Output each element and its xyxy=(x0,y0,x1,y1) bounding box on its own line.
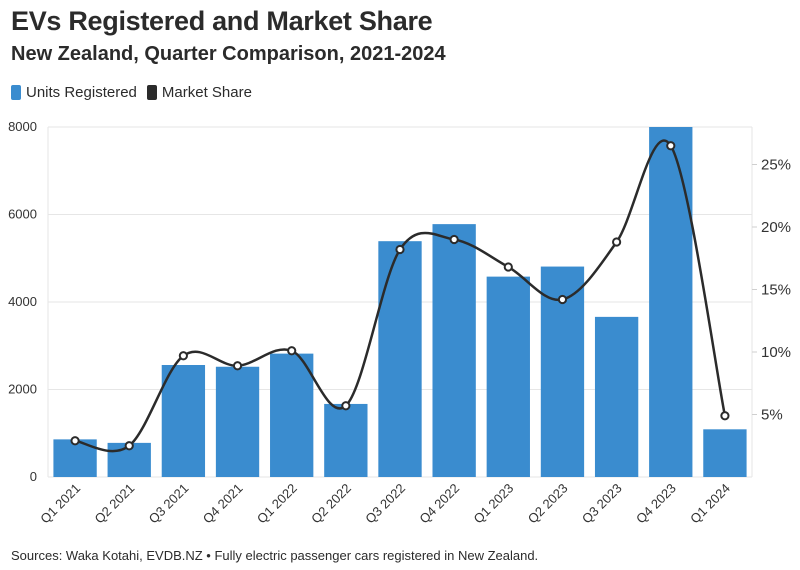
line-point xyxy=(503,262,513,272)
x-tick-label: Q1 2022 xyxy=(254,481,300,527)
x-tick-label: Q4 2023 xyxy=(633,481,679,527)
x-tick-label: Q2 2021 xyxy=(91,481,137,527)
right-axis: 5% 10% 15% 20% 25% xyxy=(752,157,791,424)
line-point xyxy=(666,141,676,151)
line-point xyxy=(720,411,730,421)
left-axis: 0 2000 4000 6000 8000 xyxy=(8,119,37,484)
legend-item-share: Market Share xyxy=(146,84,252,101)
line-point xyxy=(232,361,243,371)
chart-svg: 0 2000 4000 6000 8000 5% 10% 15% 20% 25% Q1 2021… xyxy=(8,119,791,527)
legend-swatch-share xyxy=(146,85,157,100)
x-tick-label: Q3 2021 xyxy=(146,481,192,527)
x-tick-label: Q1 2024 xyxy=(687,481,733,527)
bar xyxy=(594,316,639,477)
bar xyxy=(324,403,368,477)
left-tick-label: 8000 xyxy=(8,119,37,134)
line-point xyxy=(449,234,459,245)
chart-title: EVs Registered and Market Share xyxy=(11,6,433,36)
x-tick-label: Q1 2021 xyxy=(37,481,83,527)
legend-label-share: Market Share xyxy=(161,84,252,101)
x-tick-label: Q4 2021 xyxy=(200,481,246,527)
bar xyxy=(215,366,260,477)
legend: Units Registered Market Share xyxy=(11,84,252,101)
legend-swatch-units xyxy=(11,85,21,100)
bar xyxy=(378,241,422,477)
bar xyxy=(486,276,530,477)
line-point xyxy=(557,294,568,305)
line-point xyxy=(395,244,405,255)
right-tick-label: 20% xyxy=(761,219,791,236)
right-tick-label: 10% xyxy=(761,344,791,361)
line-point xyxy=(341,401,351,411)
legend-label-units: Units Registered xyxy=(26,84,137,101)
left-tick-label: 6000 xyxy=(8,207,37,222)
line-point xyxy=(178,351,188,361)
footer-note: Sources: Waka Kotahi, EVDB.NZ • Fully el… xyxy=(11,548,539,563)
bar xyxy=(703,429,747,477)
x-axis: Q1 2021 Q2 2021 Q3 2021 Q4 2021 Q1 2022 Q2 20… xyxy=(37,481,733,527)
line-point xyxy=(70,436,80,446)
right-tick-label: 15% xyxy=(761,282,791,299)
left-tick-label: 0 xyxy=(30,469,37,484)
right-tick-label: 5% xyxy=(761,407,783,424)
x-tick-label: Q1 2023 xyxy=(471,481,517,527)
left-tick-label: 2000 xyxy=(8,382,37,397)
line-point xyxy=(287,346,297,356)
bar xyxy=(649,127,693,477)
x-tick-label: Q4 2022 xyxy=(416,481,462,527)
right-tick-label: 25% xyxy=(761,157,791,174)
bar xyxy=(270,353,314,477)
x-tick-label: Q2 2022 xyxy=(308,481,354,527)
x-tick-label: Q3 2023 xyxy=(579,481,625,527)
line-series xyxy=(70,139,730,453)
line-point xyxy=(612,237,622,247)
x-tick-label: Q3 2022 xyxy=(362,481,408,527)
chart-subtitle: New Zealand, Quarter Comparison, 2021-20… xyxy=(11,43,446,65)
legend-item-units: Units Registered xyxy=(11,84,137,101)
x-tick-label: Q2 2023 xyxy=(525,481,571,527)
line-point xyxy=(124,441,134,451)
bar xyxy=(161,365,206,477)
left-tick-label: 4000 xyxy=(8,294,37,309)
bar xyxy=(432,224,476,477)
